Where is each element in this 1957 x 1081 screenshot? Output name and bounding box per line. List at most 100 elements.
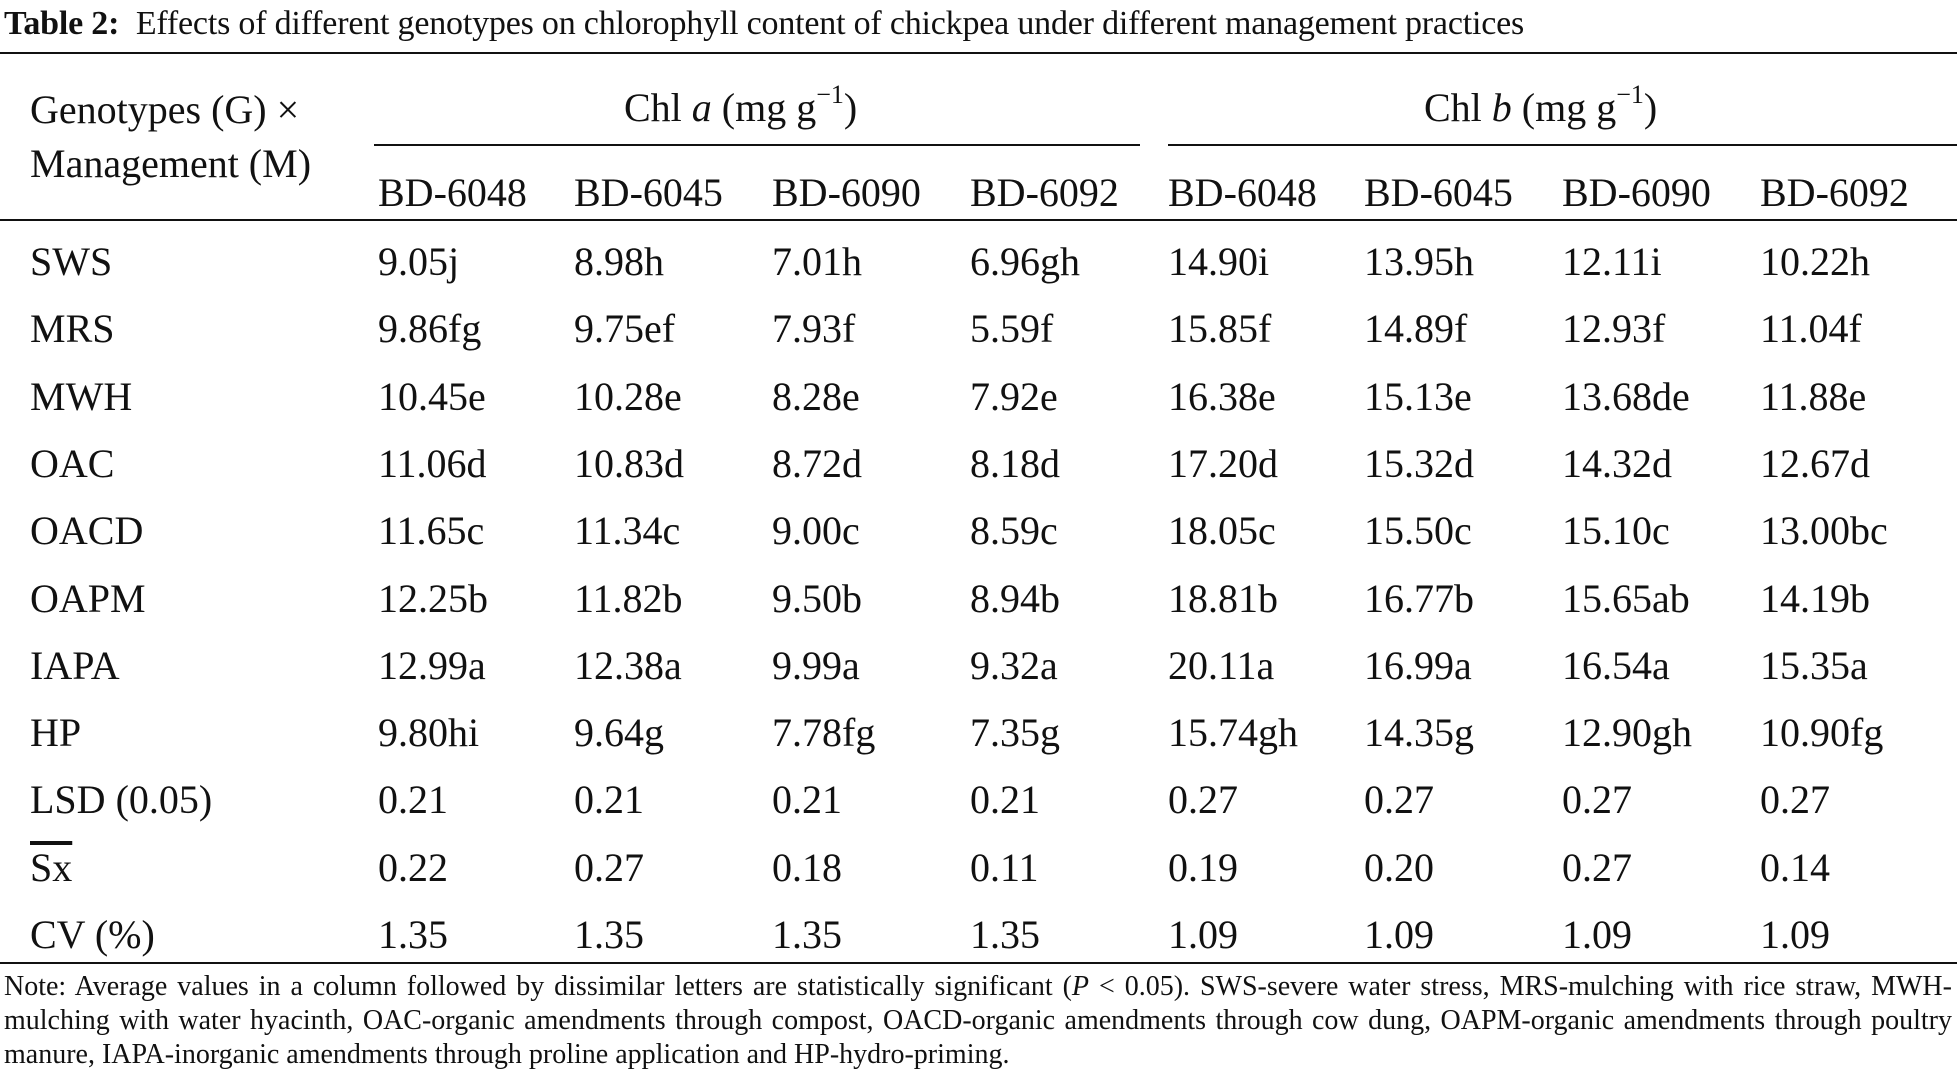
table-cell: 15.50c (1364, 508, 1472, 553)
table-cell: 0.27 (574, 845, 644, 890)
table-cell: 11.34c (574, 508, 681, 553)
table-cell: 13.95h (1364, 239, 1474, 284)
table-cell: 7.93f (772, 306, 856, 351)
table-cell: 11.06d (378, 441, 487, 486)
table-caption: Table 2: Effects of different genotypes … (4, 2, 1524, 46)
row-label: SWS (30, 239, 113, 284)
table-cell: 13.00bc (1760, 508, 1888, 553)
table-cell: 9.00c (772, 508, 860, 553)
table-cell: 14.32d (1562, 441, 1672, 486)
row-label: IAPA (30, 643, 120, 688)
table-cell: 12.38a (574, 643, 682, 688)
table-cell: 15.85f (1168, 306, 1272, 351)
table-cell: 11.82b (574, 576, 683, 621)
row-header-line1: Genotypes (G) × (30, 87, 300, 132)
table-cell: 1.35 (574, 912, 644, 957)
table-cell: 7.35g (970, 710, 1060, 755)
table-cell: 18.05c (1168, 508, 1276, 553)
table-cell: 15.35a (1760, 643, 1868, 688)
table-cell: 9.64g (574, 710, 664, 755)
table-cell: 9.86fg (378, 306, 482, 351)
row-label: MRS (30, 306, 115, 351)
row-label: OAPM (30, 576, 146, 621)
table-title: Effects of different genotypes on chloro… (135, 5, 1525, 42)
genotype-header: BD-6090 (772, 170, 921, 215)
table-cell: 0.27 (1562, 777, 1632, 822)
table-note: Note: Average values in a column followe… (4, 971, 1952, 1070)
row-label: CV (%) (30, 912, 155, 957)
table-cell: 18.81b (1168, 576, 1278, 621)
row-label: LSD (0.05) (30, 777, 213, 822)
table-cell: 8.94b (970, 576, 1060, 621)
table-cell: 16.99a (1364, 643, 1472, 688)
table-cell: 5.59f (970, 306, 1054, 351)
table-cell: 16.54a (1562, 643, 1670, 688)
group-b-rule (1168, 144, 1957, 146)
table-cell: 1.09 (1760, 912, 1830, 957)
table-cell: 15.32d (1364, 441, 1474, 486)
genotype-header: BD-6092 (1760, 170, 1909, 215)
table-cell: 15.65ab (1562, 576, 1690, 621)
table-cell: 0.27 (1168, 777, 1238, 822)
genotype-header: BD-6045 (574, 170, 723, 215)
table-cell: 10.90fg (1760, 710, 1884, 755)
table-cell: 0.11 (970, 845, 1039, 890)
table-cell: 8.72d (772, 441, 862, 486)
table-cell: 0.27 (1562, 845, 1632, 890)
table-cell: 1.35 (970, 912, 1040, 957)
genotype-header: BD-6045 (1364, 170, 1513, 215)
genotype-header: BD-6048 (378, 170, 527, 215)
table-cell: 16.38e (1168, 374, 1276, 419)
table-cell: 12.67d (1760, 441, 1870, 486)
table-cell: 9.32a (970, 643, 1058, 688)
table-cell: 10.22h (1760, 239, 1870, 284)
table-cell: 6.96gh (970, 239, 1080, 284)
table-cell: 14.19b (1760, 576, 1870, 621)
table-cell: 0.19 (1168, 845, 1238, 890)
table-cell: 15.13e (1364, 374, 1472, 419)
table-cell: 1.09 (1364, 912, 1434, 957)
table-cell: 12.99a (378, 643, 486, 688)
table-cell: 16.77b (1364, 576, 1474, 621)
table-cell: 11.65c (378, 508, 485, 553)
table-cell: 8.18d (970, 441, 1060, 486)
table-cell: 9.75ef (574, 306, 676, 351)
table-cell: 9.99a (772, 643, 860, 688)
row-label: OAC (30, 441, 115, 486)
row-label: OACD (30, 508, 144, 553)
genotype-header: BD-6090 (1562, 170, 1711, 215)
table-cell: 0.20 (1364, 845, 1434, 890)
table-cell: 7.78fg (772, 710, 876, 755)
row-header-line2: Management (M) (30, 141, 312, 186)
table-cell: 15.10c (1562, 508, 1670, 553)
table-cell: 7.01h (772, 239, 862, 284)
genotype-header: BD-6092 (970, 170, 1119, 215)
table-cell: 8.98h (574, 239, 664, 284)
table-cell: 12.25b (378, 576, 488, 621)
row-label: HP (30, 710, 82, 755)
table-cell: 0.22 (378, 845, 448, 890)
table-cell: 8.59c (970, 508, 1058, 553)
table-cell: 1.09 (1562, 912, 1632, 957)
row-label: MWH (30, 374, 133, 419)
table-label: Table 2: (4, 5, 120, 42)
table-cell: 9.80hi (378, 710, 480, 755)
table-cell: 14.35g (1364, 710, 1474, 755)
table-cell: 0.21 (772, 777, 842, 822)
table-cell: 0.21 (970, 777, 1040, 822)
table-cell: 0.21 (574, 777, 644, 822)
table-cell: 11.04f (1760, 306, 1862, 351)
table-cell: 0.14 (1760, 845, 1830, 890)
table-cell: 15.74gh (1168, 710, 1298, 755)
header-bottom-rule (0, 219, 1957, 221)
table-cell: 0.27 (1760, 777, 1830, 822)
table-cell: 1.09 (1168, 912, 1238, 957)
table-cell: 1.35 (772, 912, 842, 957)
table-cell: 0.27 (1364, 777, 1434, 822)
table-cell: 13.68de (1562, 374, 1690, 419)
table-cell: 7.92e (970, 374, 1058, 419)
table-cell: 14.90i (1168, 239, 1270, 284)
table-cell: 10.28e (574, 374, 682, 419)
table-cell: 14.89f (1364, 306, 1468, 351)
table-cell: 17.20d (1168, 441, 1278, 486)
